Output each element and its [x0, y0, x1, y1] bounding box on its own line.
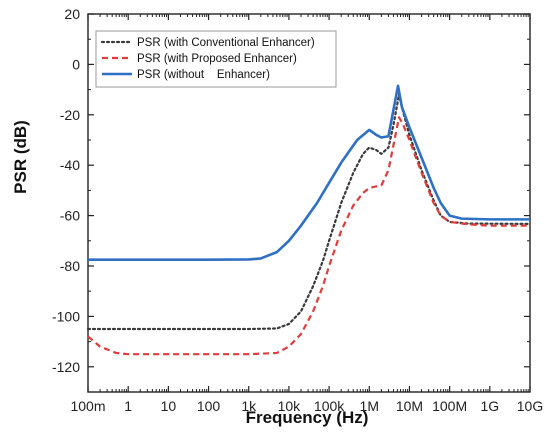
- y-tick-label: -120: [52, 359, 80, 375]
- y-tick-labels: 20 0 -20 -40 -60 -80 -100 -120: [52, 6, 80, 375]
- y-tick-label: -60: [60, 208, 80, 224]
- y-tick-label: 0: [72, 56, 80, 72]
- legend-label: PSR (with Conventional Enhancer): [137, 37, 315, 49]
- x-tick-labels: 100m 1 10 100 1k 10k 100k 1M 10M 100M 1G 10G: [70, 398, 543, 414]
- y-tick-label: -40: [60, 157, 80, 173]
- x-axis-title: Frequency (Hz): [246, 408, 369, 427]
- series-lines: [86, 84, 532, 356]
- legend-box: [95, 30, 337, 88]
- legend-label: PSR (without Enhancer): [137, 69, 270, 81]
- x-tick-label: 10: [161, 398, 177, 414]
- series-line-1: [86, 93, 532, 331]
- y-tick-label: -80: [60, 258, 80, 274]
- legend-label: PSR (with Proposed Enhancer): [137, 53, 297, 65]
- x-tick-label: 100M: [432, 398, 467, 414]
- x-tick-label: 10k: [278, 398, 302, 414]
- plot-border: [87, 13, 531, 393]
- x-tick-label: 10G: [517, 398, 543, 414]
- series-line-2: [87, 116, 530, 356]
- series-line-3: [88, 84, 530, 261]
- x-tick-label: 100: [197, 398, 221, 414]
- x-tick-label: 100m: [70, 398, 105, 414]
- y-axis-title: PSR (dB): [11, 120, 30, 194]
- x-tick-label: 100k: [314, 398, 345, 414]
- y-tick-label: 20: [64, 6, 80, 22]
- x-tick-label: 1: [124, 398, 132, 414]
- y-tick-label: -20: [60, 107, 80, 123]
- x-tick-label: 1k: [241, 398, 257, 414]
- y-tick-label: -100: [52, 308, 80, 324]
- x-tick-label: 10M: [396, 398, 423, 414]
- x-tick-label: 1M: [360, 398, 379, 414]
- legend: PSR (with Conventional Enhancer) PSR (wit…: [95, 30, 337, 88]
- axis-ticks: [87, 13, 531, 393]
- plot-frame: [87, 13, 531, 393]
- x-tick-label: 1G: [480, 398, 499, 414]
